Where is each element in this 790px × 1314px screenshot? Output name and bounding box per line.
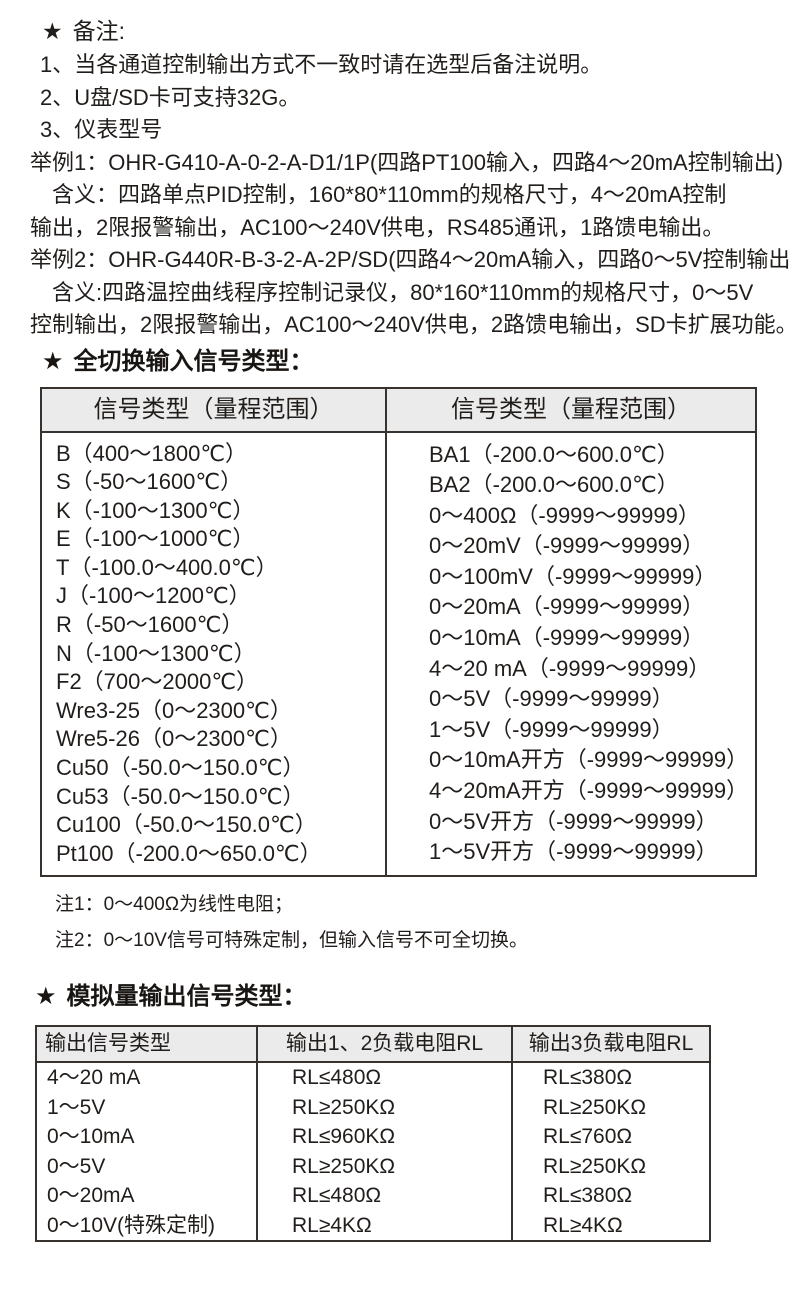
star-icon: ★ (42, 347, 64, 375)
table-row: S（-50～1600℃） (56, 469, 243, 495)
table-row: 4～20mA开方（-9999～99999） (429, 778, 749, 804)
table-row: E（-100～1000℃） (56, 526, 255, 552)
table-row: 1～5V开方（-9999～99999） (429, 839, 718, 865)
table-row: R（-50～1600℃） (56, 612, 244, 638)
note-line: 1、当各通道控制输出方式不一致时请在选型后备注说明。 (40, 52, 603, 77)
note-line: 3、仪表型号 (40, 117, 163, 142)
notes-title: ★ 备注: (0, 13, 790, 49)
input-table-header-row: 信号类型（量程范围） 信号类型（量程范围） (42, 388, 755, 433)
output-signal-table: 输出信号类型 输出1、2负载电阻RL 输出3负载电阻RL 4～20 mA RL≤… (35, 1025, 711, 1243)
table-cell: RL≤760Ω (543, 1125, 633, 1149)
table-cell: RL≤480Ω (258, 1181, 513, 1211)
output-table-header-row: 输出信号类型 输出1、2负载电阻RL 输出3负载电阻RL (37, 1027, 709, 1064)
table-row: 1～5V（-9999～99999） (429, 716, 674, 742)
table-row: Wre3-25（0～2300℃） (56, 697, 292, 723)
table-cell: 0～20mA (37, 1181, 258, 1211)
table-cell: 0～10V(特殊定制) (37, 1210, 258, 1241)
table-row: 0～10mA开方（-9999～99999） (429, 747, 749, 773)
input-table-body: B（400～1800℃） S（-50～1600℃） K（-100～1300℃） … (42, 432, 755, 876)
meaning-line-wrap: 输出，2限报警输出，AC100～240V供电，RS485通讯，1路馈电输出。 (30, 214, 725, 240)
table-row: 0～5V开方（-9999～99999） (429, 808, 718, 834)
table-cell: RL≥4KΩ (543, 1213, 623, 1237)
table-row: 0～10mA RL≤960KΩ RL≤760Ω (37, 1122, 709, 1152)
table-row: K（-100～1300℃） (56, 497, 255, 523)
table-row: 0～100mV（-9999～99999） (429, 563, 717, 589)
table-row: 1～5V RL≥250KΩ RL≥250KΩ (37, 1092, 709, 1123)
table-row: 0～10mA（-9999～99999） (429, 625, 705, 651)
table-row: BA2（-200.0～600.0℃） (429, 472, 679, 498)
table-row: B（400～1800℃） (56, 440, 248, 466)
example-line: 举例1：OHR-G410-A-0-2-A-D1/1P(四路PT100输入，四路4… (30, 149, 784, 175)
table-row: BA1（-200.0～600.0℃） (429, 441, 679, 467)
table-cell: 0～10mA (37, 1122, 258, 1152)
example-line: 举例2：OHR-G440R-B-3-2-A-2P/SD(四路4～20mA输入，四… (30, 247, 790, 272)
table-cell: RL≤480Ω (258, 1063, 513, 1093)
meaning-line-wrap: 控制输出，2限报警输出，AC100～240V供电，2路馈电输出，SD卡扩展功能。 (30, 312, 790, 337)
notes-section: ★ 备注: 1、当各通道控制输出方式不一致时请在选型后备注说明。 2、U盘/SD卡… (0, 0, 790, 342)
table-row: 0～5V RL≥250KΩ RL≥250KΩ (37, 1151, 709, 1182)
input-table-left-column: B（400～1800℃） S（-50～1600℃） K（-100～1300℃） … (42, 432, 387, 876)
notes-title-label: 备注: (72, 18, 126, 44)
footnote: 注2：0～10V信号可特殊定制，但输入信号不可全切换。 (55, 930, 528, 952)
column-header: 输出1、2负载电阻RL (258, 1027, 513, 1062)
table-cell: RL≥4KΩ (258, 1210, 513, 1241)
table-row: 0～400Ω（-9999～99999） (429, 502, 700, 528)
column-header: 输出3负载电阻RL (528, 1032, 694, 1056)
star-icon: ★ (35, 983, 57, 1011)
star-icon: ★ (42, 18, 63, 44)
table-cell: RL≥250KΩ (543, 1095, 647, 1119)
table-cell: RL≥250KΩ (258, 1151, 513, 1182)
table-row: T（-100.0～400.0℃） (56, 554, 278, 580)
table-cell: RL≤960KΩ (258, 1122, 513, 1152)
input-section-title: ★ 全切换输入信号类型： (0, 346, 790, 378)
table-row: Wre5-26（0～2300℃） (56, 726, 292, 752)
table-row: Cu100（-50.0～150.0℃） (56, 812, 317, 838)
table-cell: RL≤380Ω (543, 1066, 633, 1090)
table-row: 4～20 mA RL≤480Ω RL≤380Ω (37, 1063, 709, 1093)
table-cell: 4～20 mA (37, 1063, 258, 1093)
table-row: 0～20mA（-9999～99999） (429, 594, 705, 620)
table-row: N（-100～1300℃） (56, 640, 256, 666)
table-row: 0～20mA RL≤480Ω RL≤380Ω (37, 1181, 709, 1211)
table-cell: RL≤380Ω (543, 1184, 633, 1208)
table-cell: 0～5V (37, 1151, 258, 1182)
input-section-title-label: 全切换输入信号类型： (73, 347, 314, 375)
table-row: Cu53（-50.0～150.0℃） (56, 783, 305, 809)
table-row: 0～5V（-9999～99999） (429, 686, 674, 712)
column-header: 输出信号类型 (37, 1027, 258, 1062)
table-row: 0～10V(特殊定制) RL≥4KΩ RL≥4KΩ (37, 1210, 709, 1241)
meaning-line: 含义：四路单点PID控制，160*80*110mm的规格尺寸，4～20mA控制 (52, 182, 727, 207)
column-header: 信号类型（量程范围） (451, 395, 691, 423)
table-row: Cu50（-50.0～150.0℃） (56, 755, 305, 781)
output-section-title: ★ 模拟量输出信号类型： (0, 981, 790, 1013)
column-header: 信号类型（量程范围） (42, 388, 387, 431)
table-row: J（-100～1200℃） (56, 583, 251, 609)
table-row: 4～20 mA（-9999～99999） (429, 655, 711, 681)
meaning-line: 含义:四路温控曲线程序控制记录仪，80*160*110mm的规格尺寸，0～5V (52, 279, 754, 305)
footnote: 注1：0～400Ω为线性电阻； (55, 894, 294, 916)
table-row: 0～20mV（-9999～99999） (429, 533, 705, 559)
table-cell: RL≥250KΩ (258, 1092, 513, 1123)
table-row: F2（700～2000℃） (56, 669, 259, 695)
output-section-title-label: 模拟量输出信号类型： (66, 983, 307, 1011)
input-table-right-column: BA1（-200.0～600.0℃） BA2（-200.0～600.0℃） 0～… (387, 433, 755, 876)
input-signal-table: 信号类型（量程范围） 信号类型（量程范围） B（400～1800℃） S（-50… (40, 386, 757, 878)
table-cell: 1～5V (37, 1092, 258, 1123)
note-line: 2、U盘/SD卡可支持32G。 (40, 84, 301, 110)
table-row: Pt100（-200.0～650.0℃） (56, 840, 322, 866)
table-cell: RL≥250KΩ (543, 1154, 647, 1178)
